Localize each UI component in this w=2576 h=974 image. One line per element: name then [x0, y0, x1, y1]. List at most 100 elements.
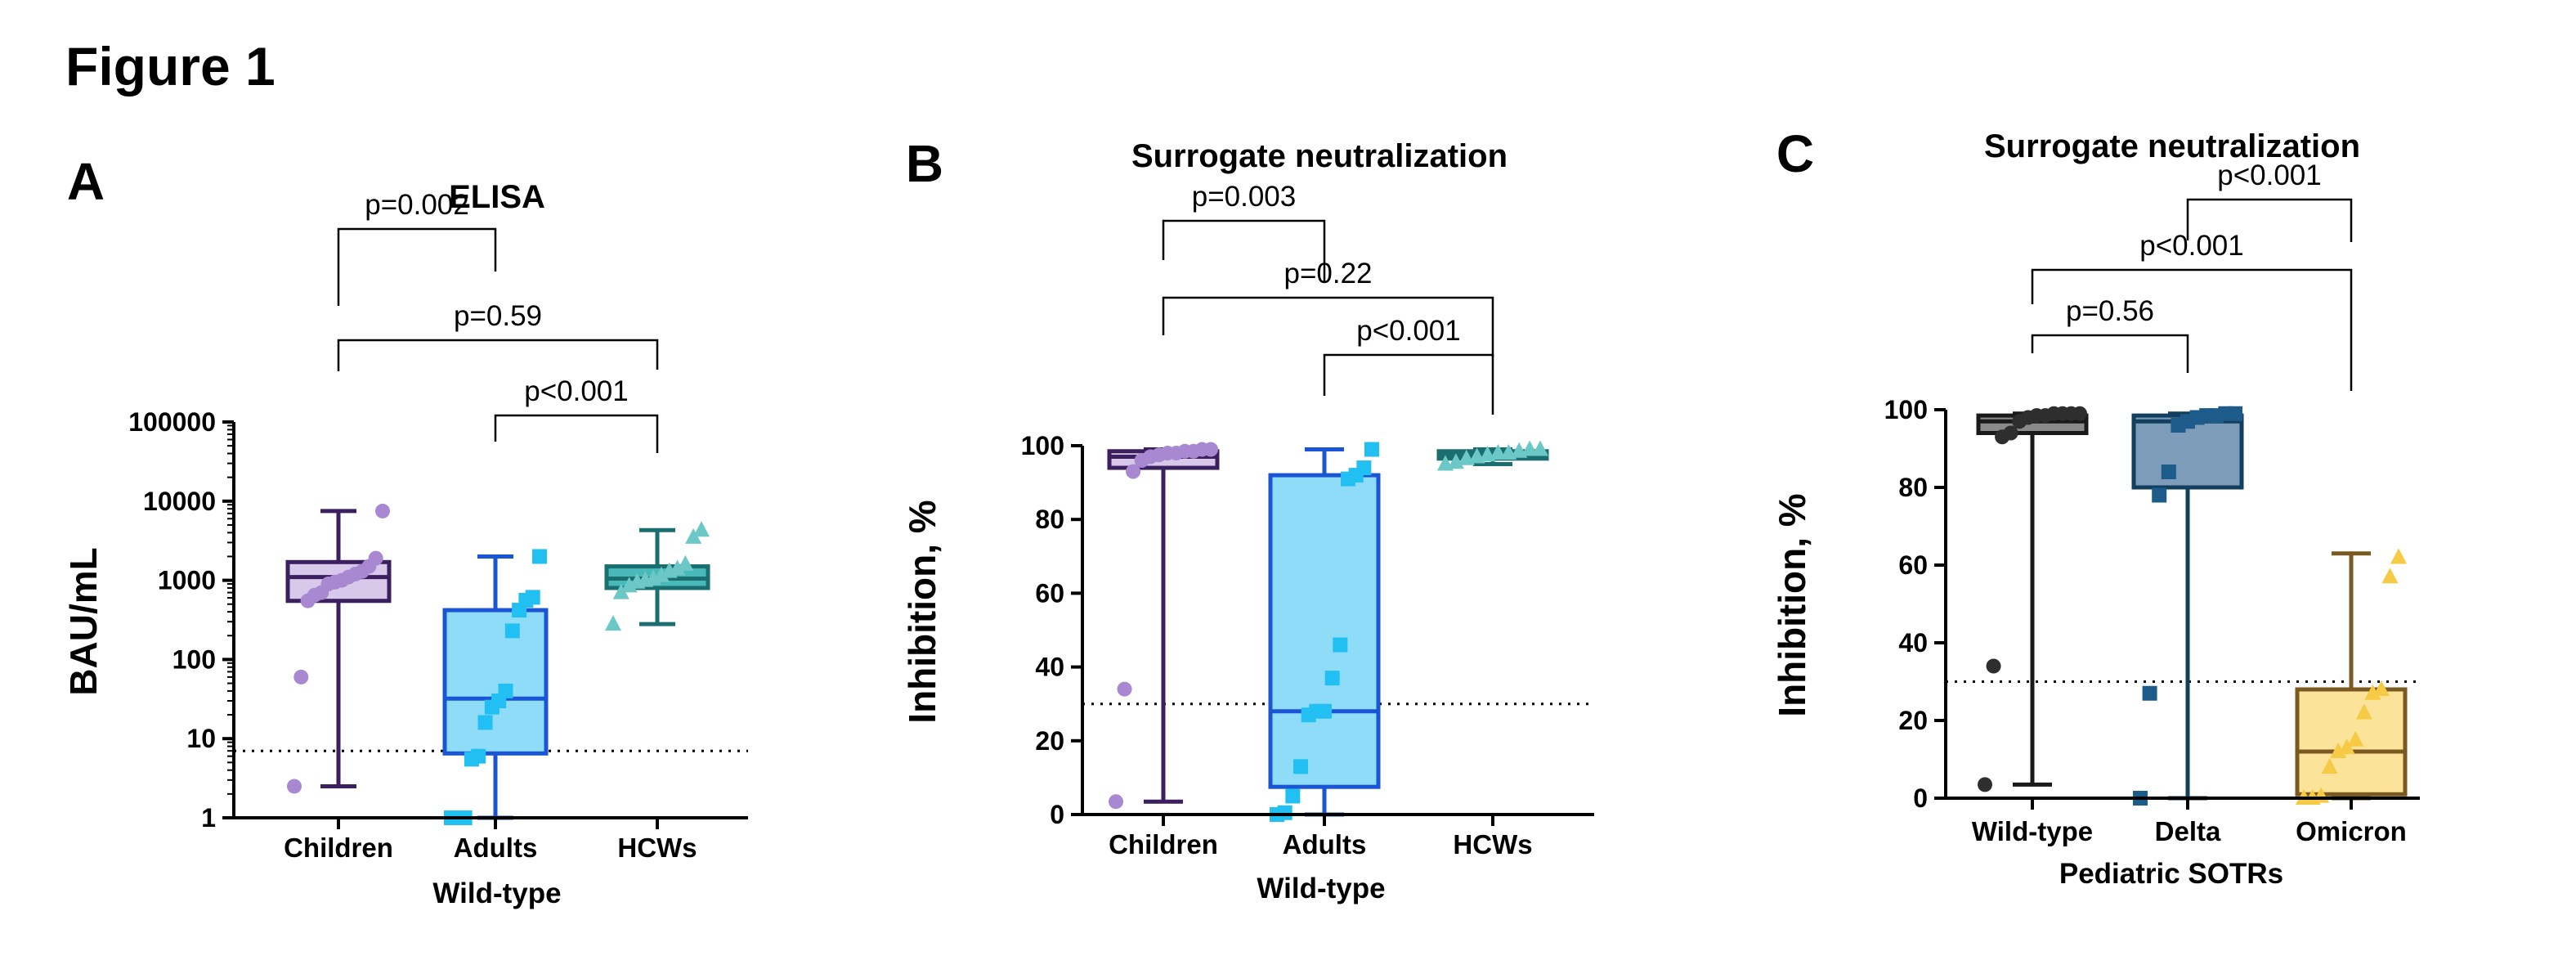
significance-bracket: [1323, 353, 1494, 415]
data-point: [1277, 805, 1292, 820]
panel-letter: C: [1776, 124, 1814, 183]
data-point: [1126, 464, 1141, 479]
y-tick-label: 80: [1035, 505, 1064, 534]
p-value-label: p<0.001: [524, 375, 629, 407]
panel-c-surrogate-neutralization: C Surrogate neutralization Inhibition, %…: [1771, 124, 2420, 890]
significance-bracket: [337, 227, 497, 306]
y-tick-label: 0: [1913, 783, 1928, 813]
category-label: Delta: [2155, 816, 2221, 846]
significance-bracket: [1162, 296, 1494, 357]
series-omicron: [2295, 548, 2408, 805]
box: [442, 608, 549, 756]
data-point: [685, 527, 702, 544]
y-tick-label: 0: [1050, 800, 1064, 829]
data-point: [293, 669, 309, 684]
series-adults: [1268, 442, 1381, 822]
data-point: [605, 615, 621, 631]
y-axis-label: BAU/mL: [62, 547, 105, 695]
data-point: [525, 590, 540, 605]
data-point: [287, 779, 302, 794]
category-label: HCWs: [617, 833, 697, 863]
category-label: Adults: [454, 833, 538, 863]
data-point: [1203, 442, 1218, 457]
data-point: [2228, 406, 2242, 421]
data-point: [1285, 788, 1301, 804]
category-label: Adults: [1283, 829, 1367, 860]
data-point: [693, 521, 710, 537]
data-point: [1109, 794, 1123, 810]
data-point: [2355, 703, 2372, 720]
panel-b-surrogate-neutralization: B Surrogate neutralization Inhibition, %…: [901, 134, 1594, 904]
figure-title: Figure 1: [65, 36, 276, 97]
data-point: [1293, 759, 1308, 774]
y-axis-label: Inhibition, %: [1771, 493, 1813, 716]
data-point: [2390, 548, 2407, 564]
x-axis-label: Pediatric SOTRs: [2059, 858, 2283, 890]
data-point: [1117, 681, 1132, 697]
data-point: [1986, 658, 2001, 674]
data-point: [368, 550, 383, 566]
data-point: [669, 559, 686, 576]
data-point: [2072, 406, 2087, 421]
category-label: HCWs: [1453, 829, 1532, 860]
series-children: [1107, 442, 1220, 810]
y-tick-label: 100: [172, 644, 216, 674]
data-point: [2161, 465, 2176, 479]
data-point: [2381, 568, 2399, 584]
data-point: [1364, 442, 1379, 457]
category-label: Wild-type: [1972, 816, 2093, 846]
data-point: [677, 554, 694, 571]
series-children: [285, 503, 392, 794]
series-adults: [442, 549, 549, 825]
x-axis-label: Wild-type: [432, 877, 561, 909]
y-tick-label: 20: [1035, 726, 1064, 756]
series-hcws: [1436, 440, 1549, 471]
y-tick-label: 80: [1898, 473, 1928, 502]
data-point: [652, 566, 670, 582]
y-tick-label: 40: [1035, 653, 1064, 682]
y-tick-label: 60: [1898, 550, 1928, 580]
category-label: Children: [284, 833, 393, 863]
category-label: Children: [1109, 829, 1218, 860]
y-tick-label: 100: [1884, 395, 1928, 424]
p-value-label: p<0.001: [2139, 230, 2244, 262]
y-tick-label: 20: [1898, 706, 1928, 735]
panel-letter: A: [67, 152, 105, 211]
significance-bracket: [494, 414, 659, 453]
data-point: [1490, 444, 1507, 460]
significance-bracket: [2031, 334, 2189, 373]
data-point: [612, 583, 629, 599]
panel-title: ELISA: [449, 179, 545, 215]
y-axis-label: Inhibition, %: [901, 500, 943, 723]
series-hcws: [604, 521, 710, 631]
data-point: [532, 549, 547, 564]
x-axis-label: Wild-type: [1257, 873, 1385, 904]
y-tick-label: 100000: [128, 407, 216, 437]
box: [1268, 473, 1381, 789]
y-tick-label: 60: [1035, 578, 1064, 608]
data-point: [375, 503, 390, 518]
data-point: [1978, 777, 1992, 792]
significance-bracket: [2031, 268, 2353, 391]
y-tick-label: 10: [186, 724, 216, 753]
p-value-label: p=0.22: [1284, 258, 1372, 290]
data-point: [2142, 685, 2157, 701]
significance-bracket: [337, 339, 659, 371]
data-point: [1532, 440, 1548, 456]
panel-title: Surrogate neutralization: [1131, 138, 1508, 174]
data-point: [504, 623, 520, 639]
data-point: [471, 748, 486, 764]
p-value-label: p=0.56: [2066, 295, 2154, 327]
panel-title: Surrogate neutralization: [1984, 128, 2360, 164]
significance-bracket: [2186, 198, 2353, 242]
data-point: [1324, 671, 1340, 686]
data-point: [1333, 637, 1348, 653]
p-value-label: p<0.001: [2217, 159, 2322, 191]
p-value-label: p=0.59: [454, 300, 542, 332]
data-point: [2338, 738, 2355, 755]
p-value-label: p=0.002: [365, 189, 469, 221]
data-point: [2372, 680, 2390, 696]
y-tick-label: 100: [1021, 431, 1064, 460]
data-point: [477, 715, 493, 730]
